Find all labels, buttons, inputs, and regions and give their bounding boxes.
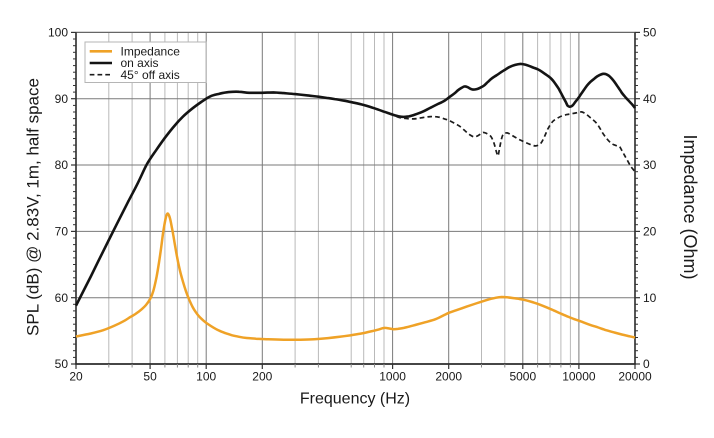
svg-text:45° off axis: 45° off axis xyxy=(121,68,180,82)
svg-text:20: 20 xyxy=(643,225,657,239)
svg-text:50: 50 xyxy=(55,357,69,371)
svg-text:1000: 1000 xyxy=(379,370,406,384)
svg-text:0: 0 xyxy=(643,357,650,371)
svg-text:20: 20 xyxy=(69,370,83,384)
svg-text:SPL (dB) @ 2.83V, 1m, half spa: SPL (dB) @ 2.83V, 1m, half space xyxy=(24,78,43,336)
svg-text:90: 90 xyxy=(55,92,69,106)
svg-text:70: 70 xyxy=(55,225,69,239)
svg-text:Impedance (Ohm): Impedance (Ohm) xyxy=(680,134,700,279)
svg-text:100: 100 xyxy=(196,370,216,384)
svg-text:40: 40 xyxy=(643,92,657,106)
svg-text:2000: 2000 xyxy=(435,370,462,384)
svg-text:10: 10 xyxy=(643,291,657,305)
svg-text:200: 200 xyxy=(252,370,272,384)
svg-text:100: 100 xyxy=(48,26,68,40)
svg-text:30: 30 xyxy=(643,158,657,172)
svg-text:10000: 10000 xyxy=(562,370,596,384)
svg-text:5000: 5000 xyxy=(509,370,536,384)
svg-text:on axis: on axis xyxy=(121,56,159,70)
svg-text:Frequency (Hz): Frequency (Hz) xyxy=(300,391,410,408)
svg-text:20000: 20000 xyxy=(618,370,652,384)
svg-text:Impedance: Impedance xyxy=(121,45,181,59)
svg-text:50: 50 xyxy=(143,370,157,384)
svg-text:80: 80 xyxy=(55,158,69,172)
svg-text:60: 60 xyxy=(55,291,69,305)
svg-text:50: 50 xyxy=(643,26,657,40)
